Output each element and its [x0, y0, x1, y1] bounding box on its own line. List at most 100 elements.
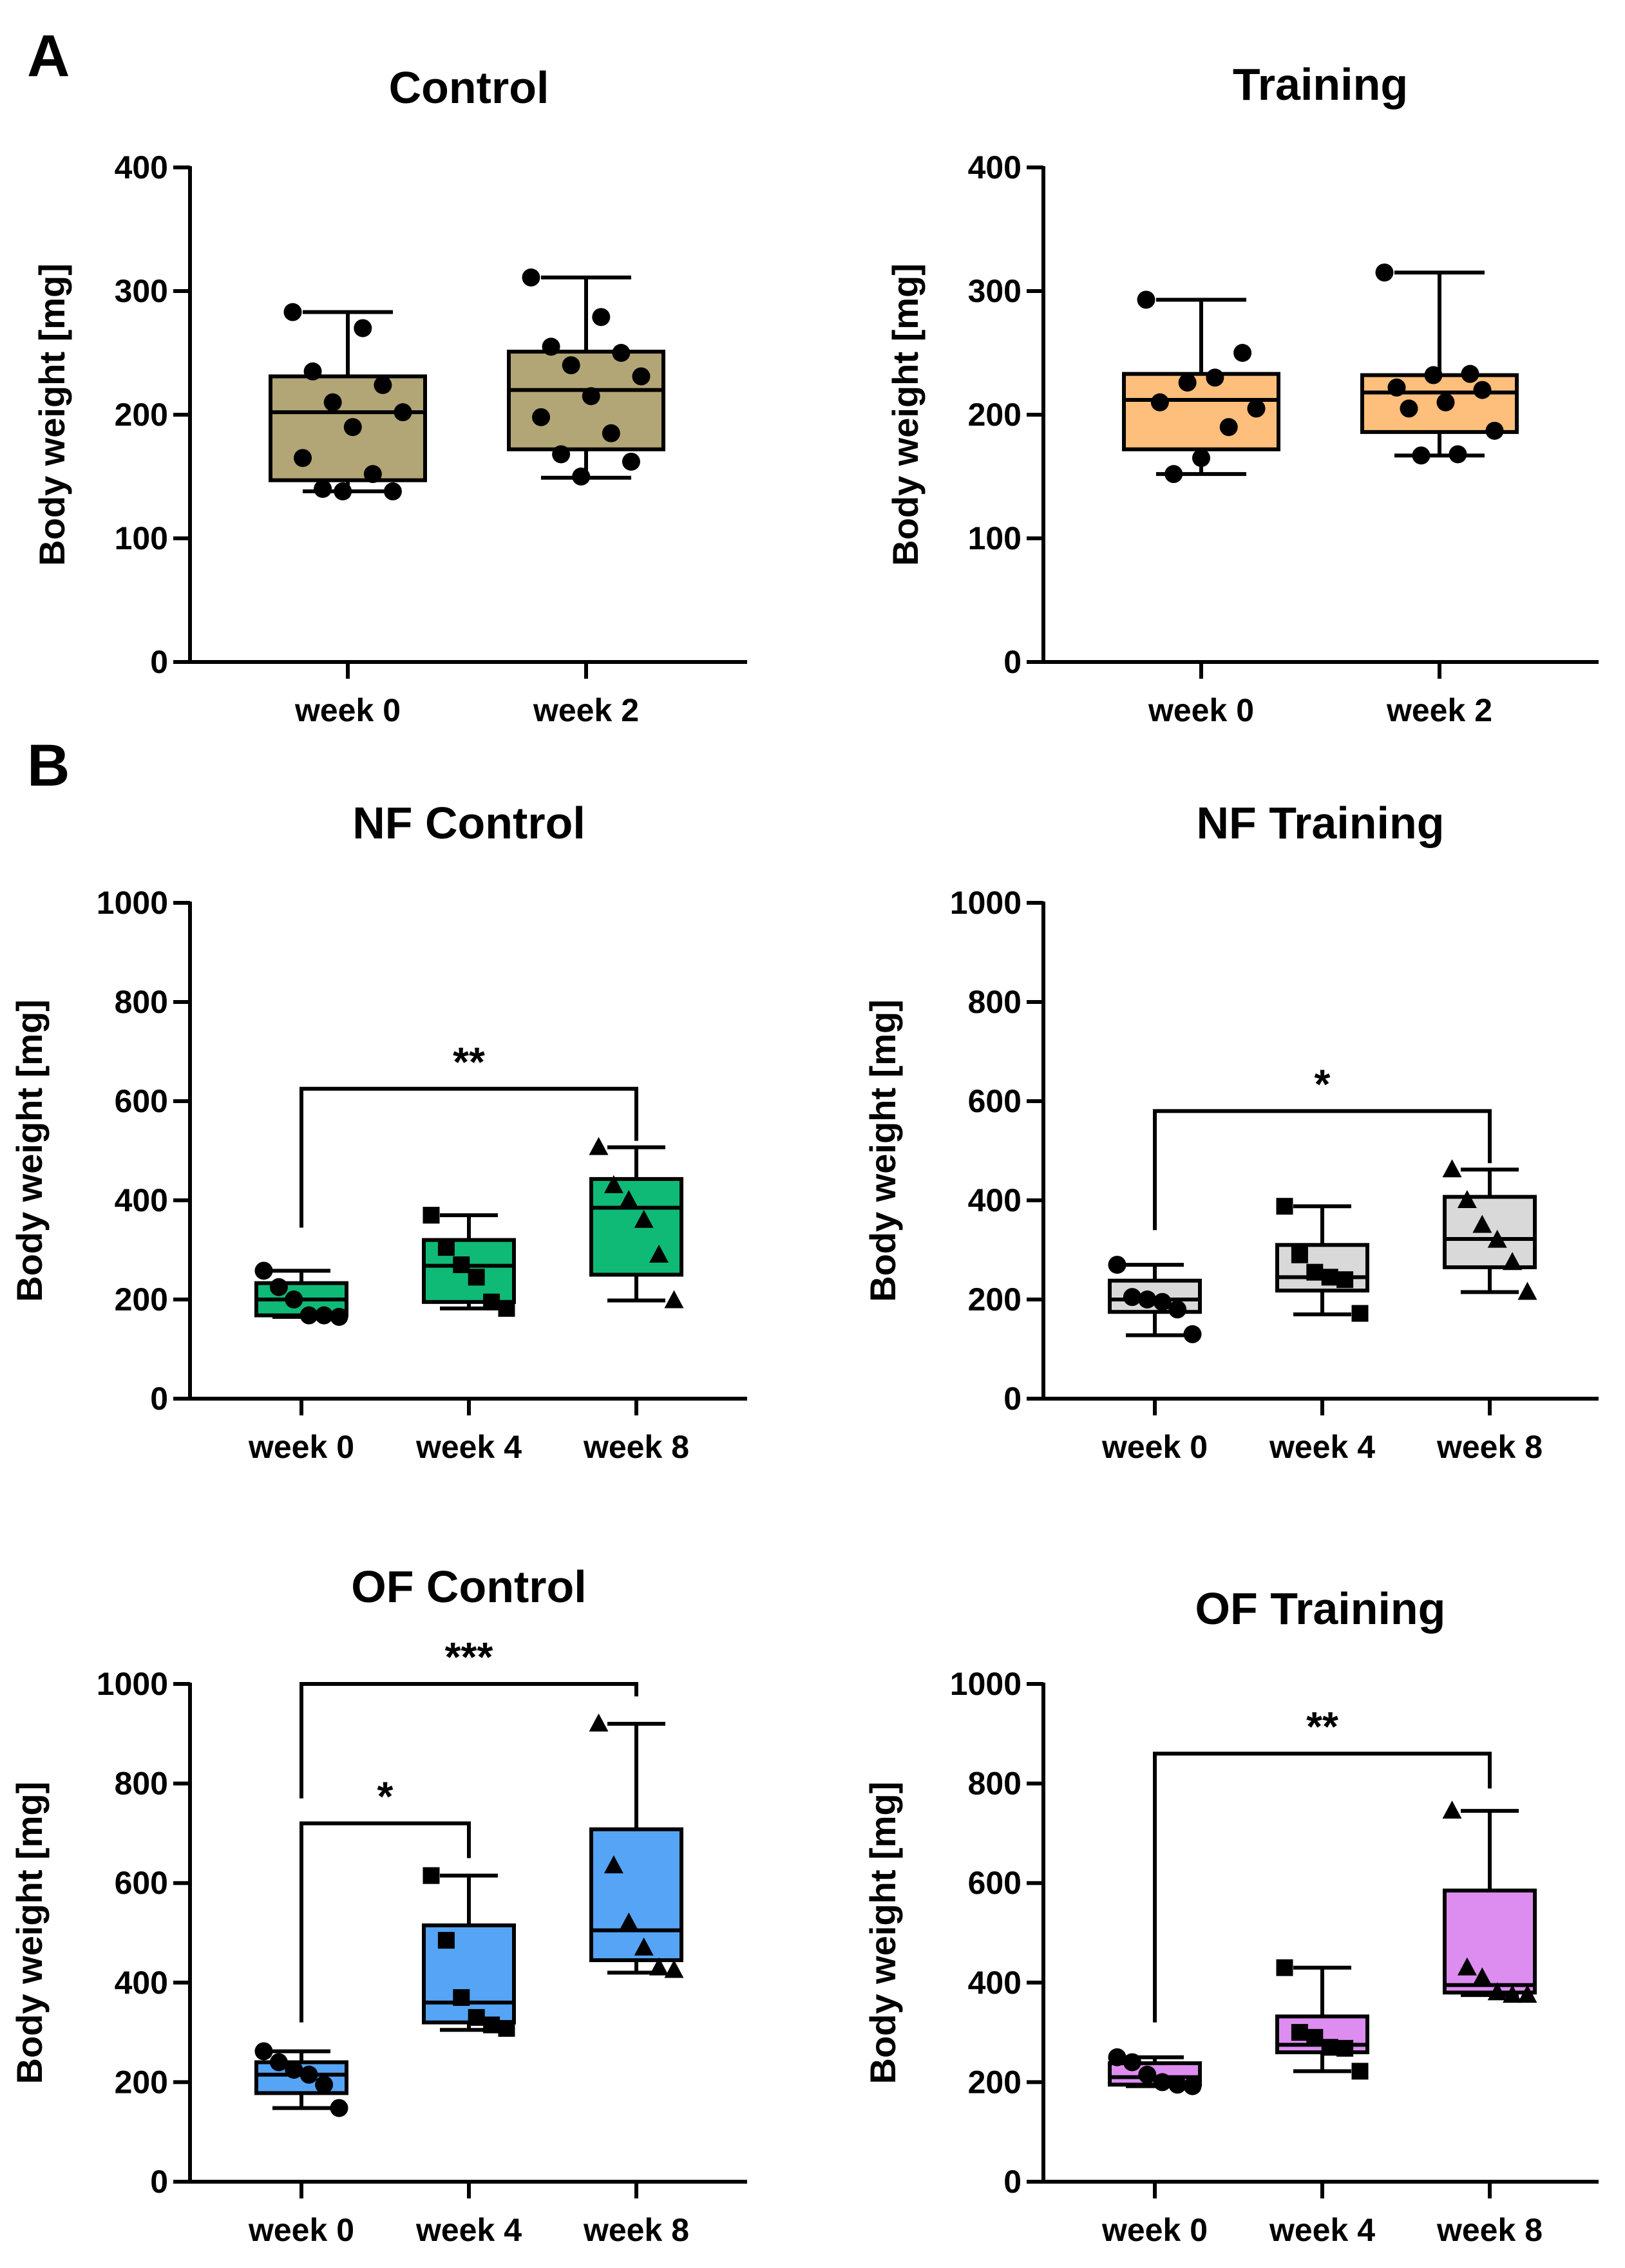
data-point	[498, 1299, 515, 1317]
x-tick-label: week 4	[1269, 1429, 1375, 1465]
data-point	[1164, 465, 1183, 484]
chart-title: Training	[1233, 59, 1408, 109]
data-point	[1108, 1256, 1126, 1274]
box	[1443, 1888, 1537, 1995]
data-point	[619, 1913, 639, 1931]
data-point	[1291, 2024, 1308, 2041]
significance-bracket	[1153, 1109, 1492, 1231]
significance-bracket	[299, 1821, 471, 2023]
y-tick-label: 100	[115, 520, 168, 556]
y-tick-label: 400	[115, 1182, 168, 1218]
data-point	[354, 319, 372, 337]
data-point	[603, 1175, 623, 1193]
y-tick-label: 0	[1003, 644, 1022, 680]
data-point	[1168, 1300, 1187, 1319]
data-point	[437, 1239, 455, 1256]
data-point	[619, 1190, 639, 1208]
data-point	[552, 445, 571, 464]
data-point	[1183, 2077, 1202, 2095]
data-point	[254, 2042, 273, 2061]
x-tick-label: week 0	[1148, 692, 1254, 728]
data-point	[1276, 1198, 1293, 1215]
significance-bracket	[299, 1086, 638, 1228]
data-point	[1485, 421, 1504, 440]
x-tick-label: week 8	[1436, 1429, 1543, 1465]
data-point	[315, 2075, 334, 2094]
data-point	[522, 268, 540, 287]
y-tick-label: 1000	[950, 1666, 1022, 1702]
data-point	[468, 2008, 485, 2026]
data-point	[1206, 368, 1224, 387]
data-point	[1472, 1967, 1492, 1986]
y-tick-label: 1000	[97, 885, 168, 921]
data-point	[1336, 2039, 1354, 2057]
data-point	[423, 1207, 440, 1224]
data-point	[1517, 1281, 1537, 1300]
x-tick-label: week 0	[1101, 2212, 1208, 2248]
data-point	[294, 449, 312, 468]
data-point	[343, 418, 362, 437]
y-tick-label: 200	[115, 397, 168, 433]
data-point	[1192, 449, 1210, 468]
significance-label: **	[453, 1039, 485, 1085]
data-point	[323, 393, 342, 411]
y-axis-label: Body weight [mg]	[862, 1782, 903, 2084]
data-point	[1487, 1229, 1507, 1248]
chart-3: NF Control Body weight [mg] 0 200 400 600 800 1…	[9, 798, 747, 1465]
chart-title: NF Control	[352, 798, 585, 848]
data-point	[1351, 2063, 1369, 2080]
data-point	[1138, 2065, 1157, 2084]
x-tick-label: week 0	[248, 1429, 354, 1465]
data-point	[592, 308, 611, 326]
data-point	[1168, 2075, 1187, 2094]
data-point	[437, 1932, 455, 1949]
data-point	[1449, 445, 1467, 464]
data-point	[632, 367, 651, 386]
panel-label-a: A	[27, 23, 70, 89]
y-tick-label: 600	[115, 1865, 168, 1901]
y-tick-label: 1000	[97, 1666, 168, 1702]
y-tick-label: 1000	[950, 885, 1022, 921]
y-tick-label: 800	[968, 1766, 1022, 1802]
data-point	[1247, 399, 1266, 418]
chart-1: Control Body weight [mg] 0 100 200 300 400 week…	[32, 62, 747, 728]
x-tick-label: week 2	[533, 692, 639, 728]
data-point	[612, 344, 631, 362]
x-tick-label: week 4	[415, 1429, 522, 1465]
data-point	[1150, 393, 1169, 411]
y-axis-label: Body weight [mg]	[885, 263, 926, 566]
chart-title: OF Control	[351, 1562, 586, 1612]
data-point	[1306, 1263, 1324, 1281]
data-point	[602, 424, 620, 442]
data-point	[1387, 378, 1406, 397]
y-tick-label: 600	[968, 1865, 1022, 1901]
x-tick-label: week 8	[583, 2212, 689, 2248]
data-point	[1457, 1957, 1477, 1976]
y-tick-label: 0	[150, 2164, 168, 2200]
data-point	[498, 2019, 515, 2037]
chart-6: OF Training Body weight [mg] 0 200 400 600 800…	[862, 1583, 1599, 2248]
y-tick-label: 400	[968, 1182, 1022, 1218]
data-point	[1233, 344, 1252, 362]
data-point	[1424, 366, 1443, 384]
data-point	[1153, 1292, 1172, 1311]
y-tick-label: 200	[115, 1281, 168, 1318]
data-point	[334, 482, 352, 501]
box	[589, 1827, 683, 1963]
significance-label: *	[1315, 1061, 1331, 1107]
y-tick-label: 800	[115, 1766, 168, 1802]
data-point	[1503, 1985, 1523, 2003]
data-point	[269, 1278, 288, 1296]
significance-label: **	[1306, 1703, 1338, 1750]
chart-title: NF Training	[1197, 798, 1445, 848]
y-tick-label: 0	[1003, 2164, 1022, 2200]
x-tick-label: week 2	[1386, 692, 1492, 728]
y-tick-label: 400	[115, 149, 168, 185]
data-point	[542, 337, 560, 356]
data-point	[1306, 2028, 1324, 2046]
y-axis-label: Body weight [mg]	[9, 1782, 50, 2084]
significance-label: *	[377, 1773, 394, 1819]
y-tick-label: 0	[150, 1381, 168, 1417]
significance-bracket	[1153, 1752, 1492, 2023]
